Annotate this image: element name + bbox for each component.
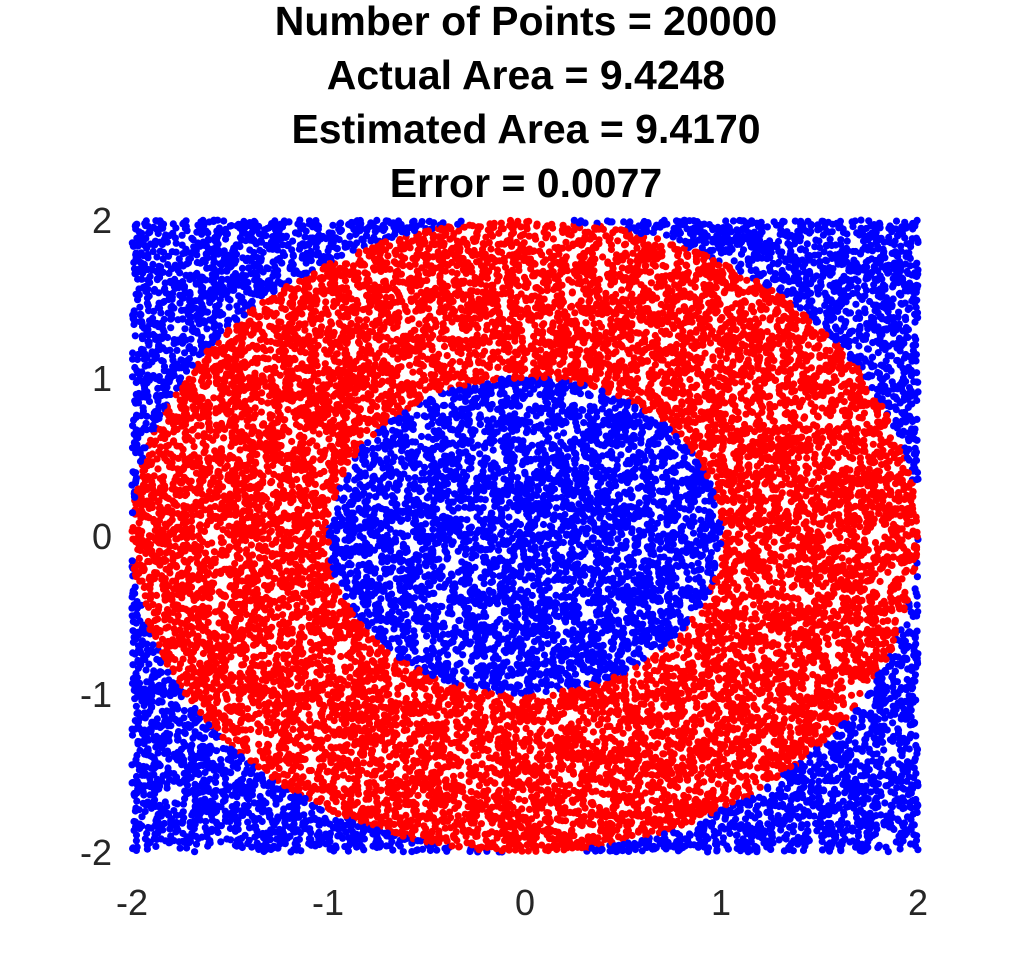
- title-line-3: Estimated Area = 9.4170: [291, 106, 760, 152]
- scatter-point-outside: [369, 842, 377, 850]
- scatter-point-outside: [132, 702, 140, 710]
- scatter-point-outside: [803, 240, 811, 248]
- scatter-point-inside: [743, 576, 751, 585]
- scatter-point-inside: [790, 581, 798, 590]
- scatter-point-inside: [763, 713, 771, 721]
- scatter-point-outside: [133, 797, 141, 805]
- scatter-point-inside: [549, 691, 557, 700]
- scatter-point-inside: [679, 754, 687, 762]
- scatter-point-inside: [275, 764, 283, 773]
- scatter-point-outside: [901, 313, 910, 321]
- scatter-point-inside: [453, 731, 461, 739]
- title-line-1: Number of Points = 20000: [275, 0, 777, 44]
- scatter-point-outside: [662, 231, 671, 239]
- plot-area: [128, 216, 922, 856]
- scatter-point-outside: [128, 373, 137, 381]
- scatter-point-outside: [797, 824, 805, 832]
- scatter-point-outside: [301, 233, 309, 241]
- scatter-point-inside: [188, 426, 196, 434]
- title-line-4: Error = 0.0077: [390, 160, 662, 206]
- scatter-point-inside: [796, 601, 804, 610]
- scatter-point-inside: [782, 662, 790, 670]
- scatter-point-outside: [225, 303, 233, 311]
- scatter-point-inside: [653, 235, 662, 243]
- scatter-point-outside: [613, 549, 621, 557]
- scatter-point-outside: [892, 217, 901, 225]
- scatter-point-outside: [880, 746, 888, 754]
- scatter-point-outside: [164, 668, 172, 676]
- scatter-point-inside: [224, 737, 232, 745]
- scatter-point-outside: [683, 568, 691, 577]
- scatter-point-inside: [197, 377, 206, 385]
- scatter-point-inside: [770, 538, 778, 546]
- scatter-point-outside: [467, 657, 475, 665]
- scatter-point-outside: [399, 848, 407, 856]
- scatter-point-inside: [477, 820, 485, 828]
- scatter-point-inside: [884, 568, 892, 576]
- scatter-point-outside: [689, 529, 698, 537]
- scatter-point-outside: [893, 784, 901, 792]
- scatter-point-inside: [401, 773, 410, 781]
- scatter-point-inside: [454, 812, 462, 820]
- scatter-point-outside: [376, 574, 384, 583]
- scatter-point-inside: [540, 320, 548, 328]
- scatter-point-outside: [369, 444, 377, 453]
- scatter-point-outside: [221, 796, 229, 804]
- scatter-point-inside: [594, 839, 602, 847]
- scatter-point-inside: [302, 604, 310, 612]
- scatter-point-inside: [288, 482, 296, 490]
- scatter-point-outside: [365, 610, 374, 619]
- scatter-point-inside: [500, 258, 508, 266]
- scatter-point-outside: [191, 848, 199, 856]
- scatter-point-outside: [612, 607, 620, 615]
- scatter-point-inside: [313, 442, 321, 450]
- scatter-point-outside: [220, 217, 228, 225]
- scatter-point-outside: [429, 563, 438, 571]
- scatter-point-inside: [722, 354, 731, 362]
- scatter-point-inside: [757, 401, 766, 410]
- scatter-point-outside: [549, 624, 557, 633]
- scatter-point-outside: [576, 578, 585, 586]
- scatter-point-inside: [562, 238, 570, 246]
- scatter-point-inside: [771, 696, 780, 704]
- scatter-points: [128, 216, 922, 856]
- scatter-point-inside: [856, 689, 864, 698]
- scatter-point-inside: [315, 430, 323, 438]
- scatter-point-inside: [337, 652, 345, 661]
- scatter-point-inside: [705, 616, 713, 624]
- scatter-point-outside: [722, 217, 730, 225]
- scatter-point-inside: [720, 646, 728, 654]
- title-line-2: Actual Area = 9.4248: [327, 52, 725, 98]
